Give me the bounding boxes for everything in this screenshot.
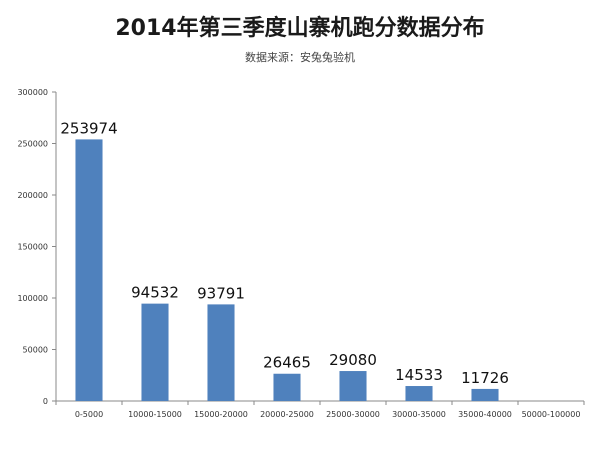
data-label: 26465 [263,354,311,372]
bars [75,139,499,401]
y-tick-label: 0 [43,397,48,406]
x-tick-label: 10000-15000 [128,410,182,419]
y-tick-label: 200000 [17,191,48,200]
data-labels: 253974 94532 93791 26465 29080 14533 11726 [60,119,508,387]
bar [339,371,367,401]
y-tick-label: 100000 [17,294,48,303]
y-tick-label: 150000 [17,243,48,252]
data-label: 14533 [395,366,443,384]
data-label: 94532 [131,284,179,302]
bar [141,303,169,401]
bar [471,388,499,401]
y-tick-label: 250000 [17,140,48,149]
data-label: 11726 [461,369,509,387]
bar [207,304,235,401]
x-tick-label: 35000-40000 [458,410,512,419]
data-label: 93791 [197,284,245,302]
x-tick-label: 0-5000 [75,410,103,419]
x-axis: 0-5000 10000-15000 15000-20000 20000-25000 2… [55,400,585,419]
x-tick-label: 20000-25000 [260,410,314,419]
y-tick-label: 50000 [23,346,48,355]
y-axis: 0 50000 100000 150000 200000 250000 300000 [17,88,57,406]
bar [405,386,433,401]
x-tick-label: 15000-20000 [194,410,248,419]
x-tick-label: 50000-100000 [522,410,581,419]
x-tick-label: 25000-30000 [326,410,380,419]
bar [273,373,301,401]
data-label: 253974 [60,119,117,137]
chart-title: 2014年第三季度山寨机跑分数据分布 [115,16,485,41]
bar [75,139,103,401]
chart-subtitle: 数据来源：安兔兔验机 [245,51,355,64]
data-label: 29080 [329,351,377,369]
x-tick-label: 30000-35000 [392,410,446,419]
y-tick-label: 300000 [17,88,48,97]
